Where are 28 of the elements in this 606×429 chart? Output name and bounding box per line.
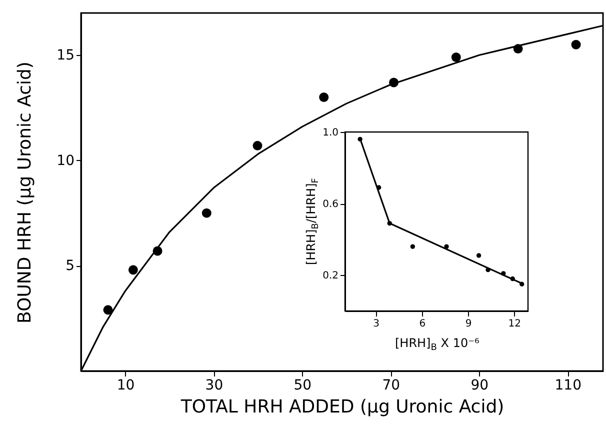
point	[410, 244, 416, 249]
x-tick-label: 10	[116, 378, 135, 394]
x-tick-label: 50	[294, 378, 312, 394]
y-tick-label: 0.2	[322, 270, 338, 282]
point	[252, 140, 262, 150]
y-tick-label: 0.6	[322, 199, 338, 210]
x-tick-label: 12	[508, 318, 522, 330]
x-tick-label: 90	[470, 378, 489, 394]
y-axis-title: BOUND HRH (µg Uronic Acid)	[14, 62, 36, 324]
y-tick-label: 10	[56, 152, 74, 169]
y-axis-title: [HRH]B/[HRH]F	[304, 178, 322, 266]
point	[476, 253, 482, 258]
point	[571, 40, 581, 50]
x-tick-label: 9	[465, 318, 472, 330]
x-tick-label: 70	[382, 378, 400, 394]
x-tick-label: 110	[554, 378, 582, 394]
x-tick-label: 6	[419, 318, 426, 330]
point	[451, 52, 461, 62]
y-tick-label: 5	[66, 258, 74, 274]
point	[103, 305, 113, 315]
y-tick-label: 15	[56, 48, 74, 64]
x-tick-label: 3	[373, 318, 380, 330]
x-axis-title: TOTAL HRH ADDED (µg Uronic Acid)	[180, 396, 504, 418]
y-tick-label: 1.0	[322, 128, 338, 138]
point	[202, 208, 212, 218]
point	[128, 265, 138, 275]
point	[319, 92, 329, 102]
x-tick-label: 30	[205, 378, 224, 394]
